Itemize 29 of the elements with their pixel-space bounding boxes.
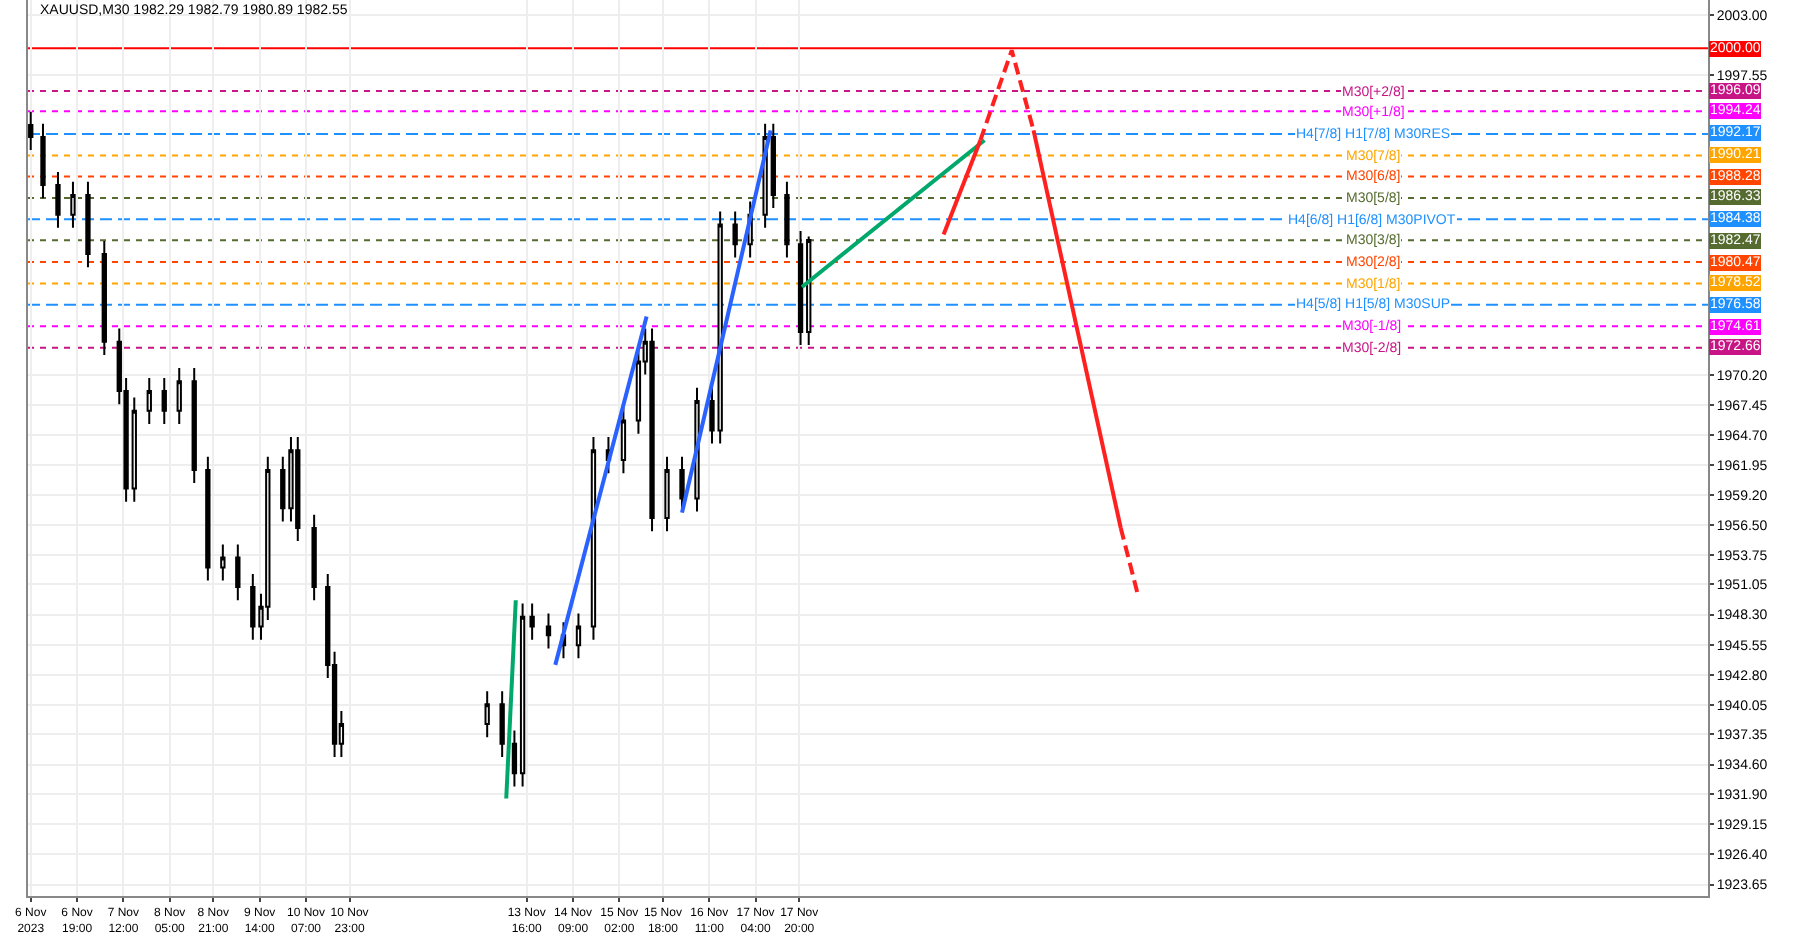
candlestick	[529, 602, 535, 641]
candlestick	[205, 455, 211, 582]
candlestick	[146, 376, 152, 425]
candlestick	[176, 367, 182, 425]
candlestick	[295, 436, 301, 543]
candlestick	[519, 602, 526, 788]
candlestick	[161, 376, 167, 425]
candlestick	[55, 170, 61, 229]
candlestick	[806, 235, 812, 347]
candlestick	[40, 122, 46, 200]
candlestick	[499, 690, 505, 758]
candlestick	[101, 239, 107, 356]
candlestick	[85, 180, 91, 269]
candlestick	[191, 367, 197, 485]
candlestick	[220, 543, 226, 582]
candlestick	[575, 612, 582, 660]
candlestick	[311, 513, 317, 602]
candlestick	[664, 455, 670, 533]
candlestick	[784, 180, 790, 259]
candlestick	[797, 230, 804, 347]
candlestick	[250, 572, 256, 641]
candlestick	[732, 210, 738, 259]
candlestick	[28, 110, 34, 152]
candlestick	[484, 690, 490, 739]
candlestick	[235, 543, 241, 602]
candlestick	[649, 327, 655, 533]
candlestick	[620, 406, 627, 475]
candlestick	[545, 612, 552, 650]
candlestick	[70, 180, 76, 229]
